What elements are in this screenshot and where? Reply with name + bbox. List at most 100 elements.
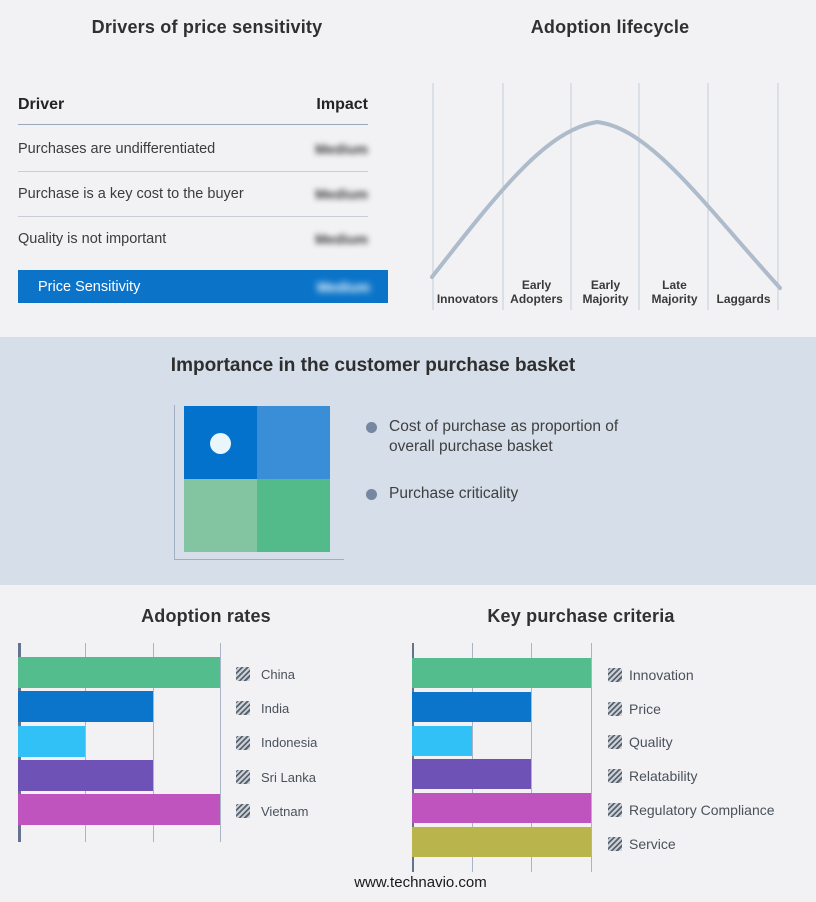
bullet-text: Cost of purchase as proportion of overal… [389,418,619,455]
drivers-table-title: Drivers of price sensitivity [91,17,323,37]
legend-item: India [236,691,317,725]
bar-indonesia [18,725,86,757]
bullet-icon [366,488,377,500]
quadrant-cell-bottom-left [184,479,257,552]
website-url: www.technavio.com [354,874,487,891]
lifecycle-gridlines [432,83,779,310]
bell-curve [430,119,782,290]
lifecycle-stage-labels: Innovators Early Adopters Early Majority La… [433,268,778,306]
legend-item: Service [608,827,775,861]
legend-label: Regulatory Compliance [629,802,775,819]
quadrant-y-axis [174,405,175,560]
table-row: Purchases are undifferentiated Medium [18,127,368,172]
lifecycle-stage-label: Early Adopters [510,277,563,306]
legend-item: Sri Lanka [236,760,317,794]
bullet-item: Purchase criticality [366,484,656,504]
summary-row-label: Price Sensitivity [38,278,141,295]
driver-cell: Purchase is a key cost to the buyer [18,186,244,202]
bar-india [18,691,153,723]
purchase-basket-quadrant [184,406,330,552]
legend-swatch-redacted-icon [236,770,250,785]
purchase-basket-section: Importance in the customer purchase bask… [0,337,816,585]
legend-swatch-redacted-icon [236,667,250,682]
adoption-rates-chart [18,643,228,842]
legend-label: Service [629,835,676,852]
legend-label: China [261,666,295,682]
chart-gridline [219,643,221,842]
legend-label: India [261,700,290,716]
legend-item: Innovation [608,658,775,692]
price-sensitivity-summary-row: Price Sensitivity Medium [18,270,388,303]
purchase-basket-bullet-list: Cost of purchase as proportion of overal… [366,417,656,530]
adoption-rates-title: Adoption rates [141,606,271,626]
legend-item: Vietnam [236,794,317,828]
legend-label: Sri Lanka [261,769,316,785]
bullet-item: Cost of purchase as proportion of overal… [366,417,656,457]
drivers-table-header: Driver Impact [18,96,368,125]
legend-label: Innovation [629,666,694,683]
legend-label: Indonesia [261,735,318,751]
impact-value-redacted: Medium [315,231,368,247]
position-marker-dot [210,433,231,454]
key-purchase-criteria-title: Key purchase criteria [487,606,675,626]
legend-swatch-redacted-icon [608,701,622,716]
drivers-table-body: Purchases are undifferentiated Medium Purc… [18,127,368,261]
key-purchase-criteria-chart [412,643,598,872]
bar-relatability [412,759,532,790]
legend-swatch-redacted-icon [236,701,250,716]
chart-gridline [152,643,154,842]
quadrant-x-axis [174,559,344,560]
legend-item: Indonesia [236,726,317,760]
purchase-basket-title: Importance in the customer purchase bask… [170,355,576,376]
summary-impact-redacted: Medium [317,278,370,295]
driver-cell: Purchases are undifferentiated [18,141,216,157]
legend-swatch-redacted-icon [608,769,622,784]
legend-label: Quality [629,734,673,751]
legend-swatch-redacted-icon [608,803,622,818]
legend-item: Price [608,692,775,726]
bar-price [412,691,532,722]
legend-item: Quality [608,726,775,760]
chart-axis-line [412,643,414,872]
legend-swatch-redacted-icon [236,804,250,819]
legend-label: Vietnam [261,803,309,819]
lifecycle-curve-chart [430,83,782,310]
chart-gridline [85,643,87,842]
legend-item: China [236,657,317,691]
bar-vietnam [18,794,220,826]
bar-sri-lanka [18,759,153,791]
table-row: Purchase is a key cost to the buyer Mediu… [18,172,368,217]
quadrant-cell-bottom-right [257,479,330,552]
chart-gridline [591,643,593,872]
bullet-icon [366,422,377,433]
column-header-driver: Driver [18,96,65,113]
adoption-rates-legend: China India Indonesia Sri Lanka Vietnam [236,657,317,828]
bar-china [18,657,220,688]
lifecycle-title: Adoption lifecycle [530,17,690,37]
legend-swatch-redacted-icon [236,735,250,750]
legend-swatch-redacted-icon [608,836,622,851]
legend-item: Regulatory Compliance [608,793,775,827]
legend-swatch-redacted-icon [608,667,622,682]
impact-value-redacted: Medium [315,186,368,202]
legend-label: Price [629,700,661,717]
key-purchase-criteria-legend: Innovation Price Quality Relatability Regula… [608,658,775,861]
legend-label: Relatability [629,768,698,785]
bar-quality [412,725,472,756]
bar-service [412,827,592,857]
legend-item: Relatability [608,759,775,793]
quadrant-cell-top-right [257,406,330,479]
lifecycle-stage-label: Late Majority [651,277,698,306]
bullet-text: Purchase criticality [389,484,519,502]
lifecycle-stage-label: Early Majority [582,277,629,306]
bar-innovation [412,658,592,688]
column-header-impact: Impact [316,96,368,113]
lifecycle-stage-label: Innovators [436,291,499,306]
chart-gridline [471,643,473,872]
bar-regulatory-compliance [412,793,592,824]
legend-swatch-redacted-icon [608,735,622,750]
chart-gridline [531,643,533,872]
table-row: Quality is not important Medium [18,217,368,261]
impact-value-redacted: Medium [315,141,368,157]
driver-cell: Quality is not important [18,231,167,247]
